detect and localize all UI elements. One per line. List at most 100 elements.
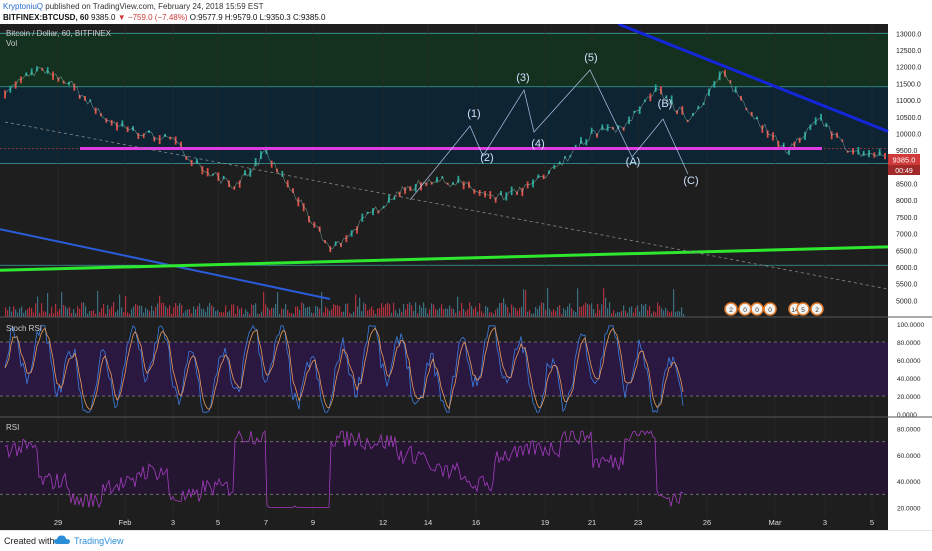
volume-bar bbox=[145, 307, 147, 317]
volume-bar bbox=[279, 313, 281, 317]
event-bubble-icon[interactable] bbox=[810, 302, 824, 316]
volume-bar bbox=[89, 311, 91, 317]
price-change: −759.0 (−7.48%) bbox=[127, 13, 188, 22]
volume-bar bbox=[25, 310, 27, 317]
volume-bar bbox=[499, 303, 501, 317]
volume-bar bbox=[61, 292, 63, 317]
author-link[interactable]: KryptoniuQ bbox=[3, 2, 44, 11]
volume-bar bbox=[149, 311, 151, 317]
wave-label: (3) bbox=[516, 72, 529, 84]
volume-bar bbox=[221, 312, 223, 317]
elliott-wave-path[interactable] bbox=[409, 69, 689, 201]
volume-bar bbox=[609, 302, 611, 317]
volume-bar bbox=[305, 307, 307, 317]
rsi-line bbox=[4, 430, 684, 509]
volume-bar bbox=[543, 302, 545, 317]
green-trendline[interactable] bbox=[0, 245, 889, 272]
volume-bar bbox=[125, 295, 127, 317]
volume-bar bbox=[539, 305, 541, 317]
volume-bar bbox=[645, 303, 647, 317]
wave-label: (1) bbox=[467, 108, 480, 120]
volume-bar bbox=[229, 310, 231, 317]
volume-bar bbox=[525, 290, 527, 317]
event-bubble-icon[interactable] bbox=[750, 302, 764, 316]
volume-bar bbox=[5, 307, 7, 317]
volume-bar bbox=[143, 312, 145, 317]
lower-blue-trendline[interactable] bbox=[0, 228, 331, 300]
volume-bar bbox=[679, 311, 681, 317]
volume-bar bbox=[49, 313, 51, 317]
wave-label: (2) bbox=[480, 152, 493, 164]
volume-bar bbox=[389, 304, 391, 317]
volume-bar bbox=[509, 312, 511, 317]
x-tick-label: 5 bbox=[216, 518, 220, 527]
event-bubble-icon[interactable] bbox=[724, 302, 738, 316]
volume-bar bbox=[67, 308, 69, 317]
volume-bar bbox=[255, 303, 257, 317]
volume-bar bbox=[565, 310, 567, 317]
volume-bar bbox=[429, 309, 431, 317]
event-bubble-icon[interactable] bbox=[796, 302, 810, 316]
volume-bar bbox=[293, 313, 295, 317]
volume-bar bbox=[659, 305, 661, 317]
volume-bar bbox=[419, 305, 421, 317]
event-bubble-icon[interactable] bbox=[763, 302, 777, 316]
volume-bar bbox=[73, 308, 75, 317]
volume-bar bbox=[95, 313, 97, 317]
volume-bar bbox=[139, 305, 141, 317]
volume-bar bbox=[179, 303, 181, 317]
volume-bar bbox=[593, 309, 595, 317]
volume-bar bbox=[501, 302, 503, 317]
volume-bar bbox=[455, 312, 457, 317]
volume-bar bbox=[649, 306, 651, 317]
blue-trendline[interactable] bbox=[617, 24, 889, 133]
event-bubble-count: 2 bbox=[815, 307, 819, 314]
volume-bar bbox=[185, 310, 187, 317]
tradingview-brand-link[interactable]: TradingView bbox=[74, 536, 124, 546]
volume-bar bbox=[493, 313, 495, 317]
volume-bar bbox=[395, 310, 397, 317]
volume-bar bbox=[115, 312, 117, 317]
volume-bar bbox=[257, 313, 259, 317]
volume-bar bbox=[9, 306, 11, 317]
volume-bar bbox=[611, 313, 613, 317]
volume-bar bbox=[259, 313, 261, 317]
volume-bar bbox=[601, 304, 603, 317]
volume-bar bbox=[627, 312, 629, 317]
volume-bar bbox=[589, 304, 591, 317]
volume-bar bbox=[41, 303, 43, 317]
x-tick-label: 23 bbox=[634, 518, 642, 527]
close-value: C:9385.0 bbox=[292, 13, 326, 22]
volume-bar bbox=[675, 312, 677, 317]
volume-bar bbox=[199, 303, 201, 317]
stoch-rsi-title: Stoch RSI bbox=[6, 324, 42, 333]
event-bubble-count: 0 bbox=[743, 307, 747, 314]
volume-bar bbox=[503, 298, 505, 317]
volume-bar bbox=[393, 302, 395, 317]
volume-bar bbox=[337, 304, 339, 317]
volume-bar bbox=[583, 304, 585, 317]
volume-bar bbox=[87, 313, 89, 317]
volume-bar bbox=[103, 303, 105, 317]
volume-bar bbox=[489, 312, 491, 317]
volume-bar bbox=[137, 305, 139, 317]
volume-bar bbox=[575, 311, 577, 317]
x-tick-label: 16 bbox=[472, 518, 480, 527]
volume-bar bbox=[93, 310, 95, 317]
wave-label: (C) bbox=[683, 175, 698, 187]
volume-bar bbox=[175, 302, 177, 317]
volume-bar bbox=[477, 311, 479, 317]
volume-bar bbox=[387, 302, 389, 317]
volume-bar bbox=[63, 305, 65, 317]
volume-bar bbox=[69, 307, 71, 317]
volume-bar bbox=[309, 306, 311, 317]
volume-bar bbox=[123, 311, 125, 317]
volume-bar bbox=[457, 296, 459, 317]
chart-canvas[interactable]: (1)(2)(3)(4)(5)(A)(B)(C) 2 0 0 0 14 5 2 5000.0… bbox=[0, 24, 932, 530]
volume-bar bbox=[495, 310, 497, 317]
stoch-d-line bbox=[4, 326, 684, 410]
volume-bar bbox=[667, 310, 669, 317]
volume-bar bbox=[163, 302, 165, 317]
countdown-label: 00:49 bbox=[895, 168, 913, 175]
volume-bar bbox=[397, 313, 399, 317]
